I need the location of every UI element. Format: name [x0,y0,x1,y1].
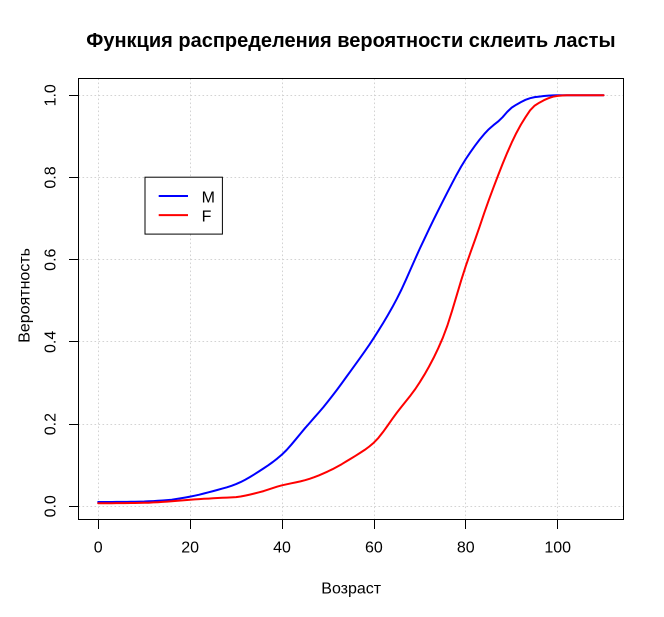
svg-text:80: 80 [457,540,475,557]
svg-text:0.4: 0.4 [43,331,60,353]
svg-text:M: M [202,189,215,206]
svg-text:0.0: 0.0 [43,495,60,517]
svg-text:40: 40 [273,540,291,557]
svg-text:0.8: 0.8 [43,166,60,188]
svg-text:F: F [202,208,212,225]
svg-text:100: 100 [544,540,571,557]
svg-text:Возраст: Возраст [321,581,382,598]
svg-text:Функция распределения вероятно: Функция распределения вероятности склеит… [86,30,615,52]
svg-text:20: 20 [181,540,199,557]
svg-text:Вероятность: Вероятность [17,248,34,343]
svg-text:60: 60 [365,540,383,557]
svg-text:0: 0 [94,540,103,557]
svg-text:1.0: 1.0 [43,84,60,106]
svg-text:0.2: 0.2 [43,413,60,435]
svg-text:0.6: 0.6 [43,248,60,270]
